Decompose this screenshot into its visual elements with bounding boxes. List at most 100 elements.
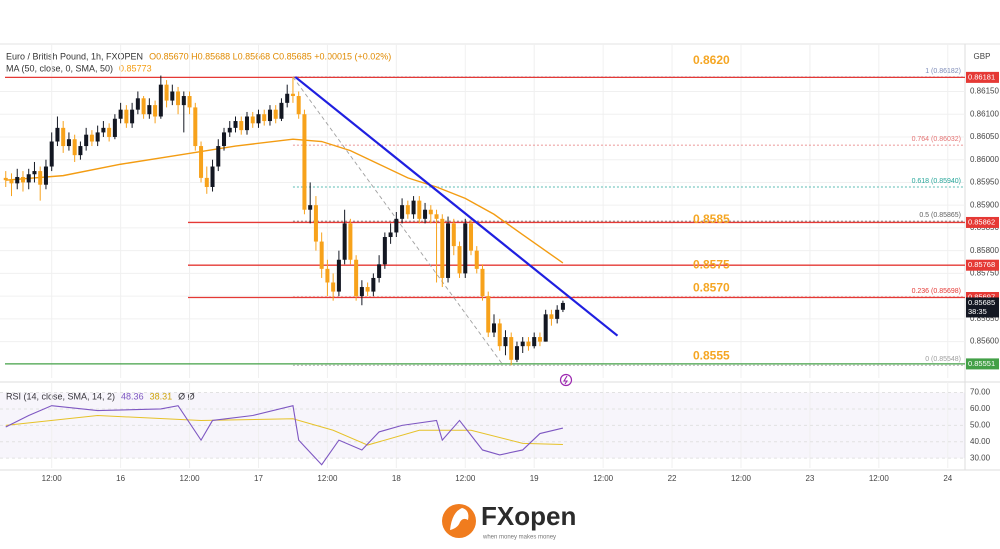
candle-body (101, 127, 106, 133)
candle-body (250, 116, 255, 124)
candle-body (153, 105, 158, 117)
x-tick-label: 17 (254, 474, 263, 483)
candle-body (469, 223, 474, 251)
last-price-tag-bg (966, 297, 999, 318)
candle-body (394, 218, 399, 233)
candle-body (365, 287, 370, 292)
chart-title: Euro / British Pound, 1h, FXOPEN (6, 51, 143, 61)
candle-body (273, 109, 278, 119)
candle-body (233, 121, 238, 128)
y-tick-label: 0.86000 (970, 155, 999, 164)
y-tick-label: 40.00 (970, 437, 991, 446)
candle-body (440, 218, 445, 278)
rsi-legend: RSI (14, close, SMA, 14, 2) (6, 391, 115, 401)
y-tick-label: 0.85900 (970, 200, 999, 209)
candle-body (164, 84, 169, 101)
candle-body (549, 314, 554, 319)
candle-body (20, 176, 25, 183)
candle-body (560, 302, 565, 310)
candle-body (382, 237, 387, 265)
rsi-ma-line (5, 415, 563, 446)
candle-body (417, 200, 422, 219)
fib-level-label: 1 (0.86182) (925, 68, 961, 75)
candle-body (244, 116, 250, 131)
candle-body (491, 323, 496, 333)
candle-body (187, 96, 192, 108)
last-price-tag: 0.85685 (968, 298, 995, 307)
y-tick-label: 0.86150 (970, 87, 999, 96)
ma-legend: MA (50, close, 0, SMA, 50) (6, 63, 113, 73)
candle-body (428, 209, 433, 215)
x-tick-label: 12:00 (455, 474, 476, 483)
candle-body (107, 127, 112, 137)
y-tick-label: 70.00 (970, 388, 991, 397)
y-tick-label: 30.00 (970, 453, 991, 462)
candle-body (267, 109, 272, 122)
candle-body (124, 109, 129, 124)
x-tick-label: 19 (530, 474, 539, 483)
candle-body (135, 98, 140, 110)
candle-body (262, 114, 267, 122)
candle-body (423, 209, 428, 219)
level-label: 0.8555 (693, 349, 730, 363)
candle-body (325, 268, 330, 283)
y-tick-label: 0.85800 (970, 246, 999, 255)
candle-body (158, 84, 163, 117)
trend-line (294, 76, 619, 337)
price-tag: 0.85862 (968, 217, 995, 226)
candle-body (411, 200, 416, 215)
ohlc-label: O0.85670 H0.85688 L0.85668 C0.85685 +0.0… (149, 51, 391, 61)
x-tick-label: 18 (392, 474, 401, 483)
candle-body (204, 177, 209, 187)
fib-level-label: 0.5 (0.85865) (919, 212, 961, 219)
candle-body (26, 174, 31, 183)
candle-body (474, 250, 479, 269)
candle-body (342, 223, 347, 260)
candle-body (319, 241, 324, 269)
candle-body (543, 314, 548, 342)
y-tick-label: 0.85950 (970, 178, 999, 187)
x-tick-label: 24 (943, 474, 952, 483)
y-tick-label: 0.85650 (970, 314, 999, 323)
candle-body (359, 287, 364, 297)
y-tick-label: 0.86050 (970, 132, 999, 141)
x-tick-label: 23 (805, 474, 814, 483)
candle-body (95, 132, 100, 142)
candle-body (118, 109, 123, 119)
candle-body (170, 91, 175, 101)
candle-body (388, 232, 393, 238)
candle-body (520, 341, 525, 347)
candle-body (176, 91, 181, 106)
candle-body (405, 205, 410, 215)
candle-body (331, 282, 336, 292)
rsi-line (5, 405, 564, 466)
candle-body (130, 109, 135, 124)
brand: FXopen (481, 501, 576, 531)
candle-body (400, 205, 405, 219)
candle-body (222, 132, 227, 147)
x-tick-label: 12:00 (42, 474, 63, 483)
candle-body (227, 127, 232, 133)
candle-body (72, 139, 77, 156)
candle-body (348, 223, 353, 260)
candle-body (38, 171, 43, 185)
y-tick-label: 0.86100 (970, 109, 999, 118)
logo-icon (442, 504, 476, 538)
price-tag: 0.85697 (968, 292, 995, 301)
x-tick-label: 12:00 (593, 474, 614, 483)
candle-body (377, 264, 382, 278)
y-tick-label: 0.85600 (970, 337, 999, 346)
candle-body (509, 337, 514, 360)
candle-body (15, 176, 20, 184)
candle-body (457, 246, 462, 274)
candle-body (199, 146, 204, 178)
candle-body (141, 98, 146, 115)
candle-body (61, 127, 66, 147)
candle-body (193, 107, 198, 147)
candle-body (112, 118, 117, 137)
candle-body (308, 205, 313, 210)
price-tag-bg (966, 71, 999, 83)
candle-body (147, 105, 152, 115)
candle-body (537, 337, 542, 342)
